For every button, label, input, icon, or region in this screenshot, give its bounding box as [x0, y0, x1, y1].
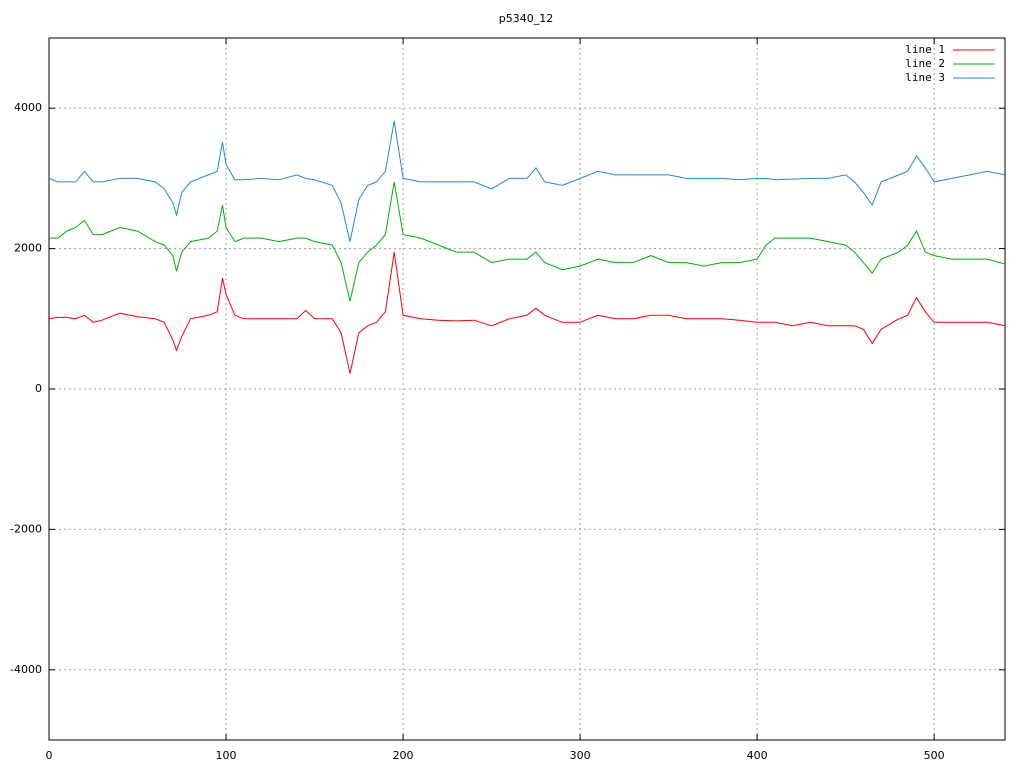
x-tick-label: 300 [570, 749, 591, 762]
plot-border [48, 37, 1006, 741]
chart-title: p5340_12 [499, 12, 553, 25]
x-tick-label: 400 [747, 749, 768, 762]
y-tick-label: -2000 [10, 522, 42, 535]
series-line [48, 252, 1006, 374]
y-tick-label: 0 [35, 382, 42, 395]
y-tick-label: 4000 [14, 101, 42, 114]
legend-label: line 2 [905, 57, 945, 70]
x-tick-label: 200 [393, 749, 414, 762]
legend-label: line 1 [905, 43, 945, 56]
series-line [48, 120, 1006, 242]
series-line [49, 181, 1006, 302]
y-tick-label: -4000 [10, 663, 42, 676]
legend-label: line 3 [905, 71, 945, 84]
x-tick-label: 0 [46, 749, 53, 762]
x-tick-label: 500 [924, 749, 945, 762]
x-tick-label: 100 [216, 749, 237, 762]
y-tick-label: 2000 [14, 242, 42, 255]
